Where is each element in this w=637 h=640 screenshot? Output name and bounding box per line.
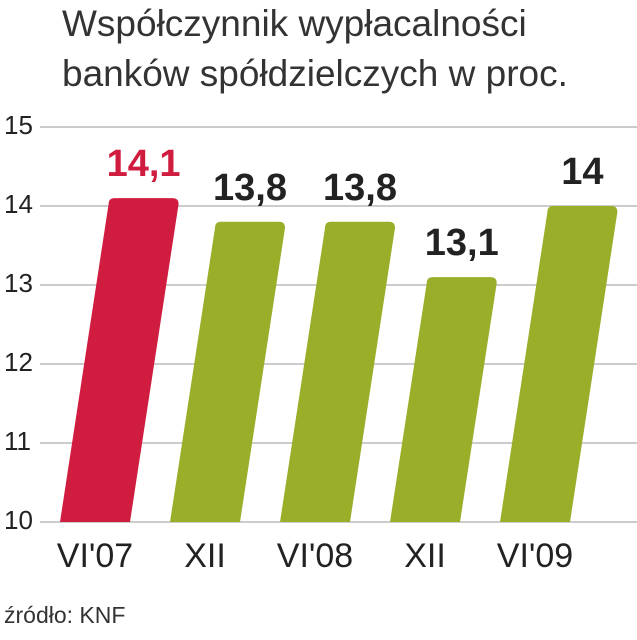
value-label: 13,8 bbox=[213, 167, 287, 209]
x-tick-label: VI'08 bbox=[277, 537, 353, 575]
y-tick-label: 10 bbox=[4, 505, 33, 535]
chart-title: Współczynnik wypłacalności bbox=[62, 3, 527, 44]
y-tick-label: 11 bbox=[4, 426, 31, 456]
y-tick-label: 14 bbox=[4, 189, 33, 219]
y-tick-label: 13 bbox=[4, 268, 33, 298]
bar bbox=[170, 221, 286, 523]
x-tick-label: VI'07 bbox=[57, 537, 133, 575]
x-tick-label: VI'09 bbox=[497, 537, 573, 575]
y-tick-label: 12 bbox=[4, 347, 33, 377]
bar bbox=[500, 206, 618, 522]
bar bbox=[280, 221, 396, 523]
bar bbox=[60, 198, 179, 522]
value-label: 14,1 bbox=[107, 143, 181, 185]
y-tick-label: 15 bbox=[4, 110, 33, 140]
x-tick-label: XII bbox=[404, 537, 446, 575]
bar bbox=[390, 277, 497, 522]
value-label: 13,8 bbox=[323, 167, 397, 209]
value-label: 14 bbox=[561, 151, 603, 193]
source: źródło: KNF bbox=[4, 602, 125, 628]
chart-subtitle: banków spółdzielczych w proc. bbox=[62, 53, 568, 94]
x-tick-label: XII bbox=[184, 537, 226, 575]
value-label: 13,1 bbox=[425, 222, 499, 264]
